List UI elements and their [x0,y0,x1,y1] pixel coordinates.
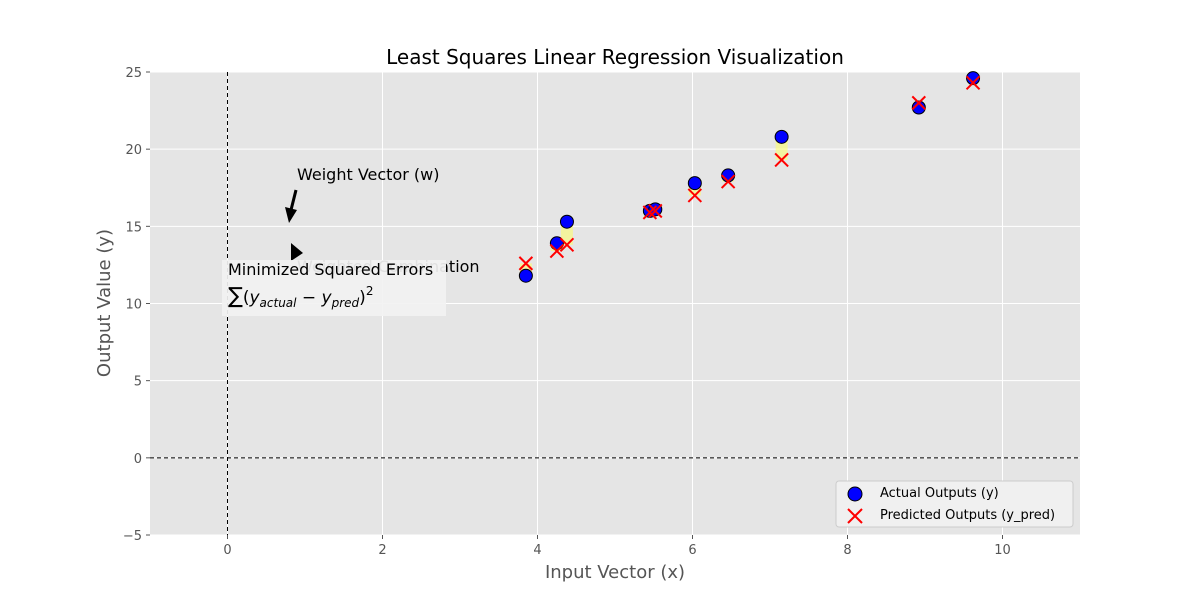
y-tick-label: 5 [134,375,142,390]
actual-point [687,176,702,191]
y-tick-label: −5 [123,529,142,544]
x-tick-label: 8 [843,543,851,558]
predicted-point [642,205,658,220]
predicted-point [559,237,575,253]
formula-open-paren: ( [243,288,250,308]
y-tick-label: 20 [125,143,142,158]
y-axis-label: Output Value (y) [94,229,115,377]
weight-vector-arrow-shaft [289,189,298,211]
y-tick-labels: −5 0 5 10 15 20 25 [123,66,150,544]
actual-point [648,202,663,217]
legend-predicted-marker [847,508,863,524]
actual-point [966,71,981,86]
formula-minus: − [296,288,321,308]
formula-close-paren: ) [359,288,366,308]
predicted-point [965,75,981,91]
y-tick-label: 15 [125,220,142,235]
x-tick-label: 2 [378,543,386,558]
actual-point [774,129,789,144]
x-tick-label: 6 [688,543,696,558]
actual-point [721,168,736,183]
squared-errors-title: Minimized Squared Errors [228,260,433,279]
formula-subscript-actual: actual [260,296,298,310]
x-tick-label: 10 [994,543,1011,558]
legend-actual-label: Actual Outputs (y) [880,486,999,501]
y-tick-label: 10 [125,298,142,313]
y-tick-label: 25 [125,66,142,81]
predicted-point [518,256,534,271]
weighted-combination-arrowhead-icon [291,243,303,261]
formula-exponent: 2 [366,284,374,298]
actual-point [559,214,574,229]
legend-predicted-label: Predicted Outputs (y_pred) [880,508,1055,523]
predicted-point [648,203,663,219]
actual-point [518,268,533,283]
squared-errors-box: Minimized Squared Errors ∑(yactual − ypr… [222,260,446,316]
predicted-point [549,243,565,259]
predicted-point [720,174,736,189]
chart-title: Least Squares Linear Regression Visualiz… [386,45,844,69]
x-tick-label: 0 [223,543,231,558]
x-axis-label: Input Vector (x) [545,562,685,583]
squared-errors-box-background [222,260,446,316]
weight-vector-arrowhead-icon [285,207,297,223]
x-tick-labels: 0 2 4 6 8 10 [223,535,1011,558]
predicted-point [911,95,927,111]
squared-errors-formula: ∑(yactual − ypred)2 [228,284,373,310]
y-tick-label: 0 [134,452,142,467]
sum-symbol: ∑ [228,284,243,309]
weight-vector-annotation: Weight Vector (w) [285,165,439,223]
actual-point [911,100,926,115]
predicted-point [687,188,703,203]
formula-subscript-pred: pred [331,296,360,310]
legend-box [835,480,1074,528]
x-tick-label: 4 [533,543,541,558]
predicted-points [518,75,981,271]
formula-y-actual: y [248,288,260,308]
formula-y-pred: y [321,288,333,308]
legend-actual-marker [847,486,863,502]
weight-vector-label: Weight Vector (w) [297,165,439,184]
predicted-point [774,152,789,168]
legend: Actual Outputs (y) Predicted Outputs (y_… [835,480,1074,528]
